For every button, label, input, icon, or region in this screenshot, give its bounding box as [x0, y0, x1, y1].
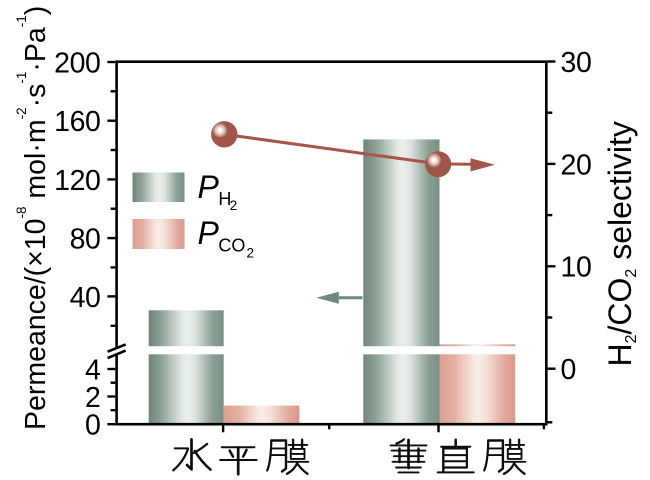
svg-text:2: 2	[247, 246, 255, 261]
svg-text:P: P	[198, 169, 220, 205]
svg-text:2: 2	[230, 198, 238, 213]
svg-text:200: 200	[54, 47, 100, 79]
svg-text:P: P	[198, 215, 220, 251]
svg-text:20: 20	[561, 149, 592, 181]
svg-text:30: 30	[561, 47, 592, 79]
svg-text:40: 40	[70, 282, 101, 314]
svg-text:160: 160	[54, 106, 100, 138]
svg-text:0: 0	[561, 354, 576, 386]
svg-text:H: H	[218, 189, 231, 209]
svg-text:10: 10	[561, 252, 592, 284]
svg-text:CO: CO	[218, 235, 245, 255]
svg-text:2: 2	[85, 382, 100, 414]
svg-text:0: 0	[85, 410, 100, 442]
svg-text:4: 4	[85, 354, 101, 386]
svg-text:80: 80	[70, 224, 101, 256]
svg-text:H2/CO2 selectivity: H2/CO2 selectivity	[602, 121, 640, 366]
svg-text:120: 120	[54, 165, 100, 197]
